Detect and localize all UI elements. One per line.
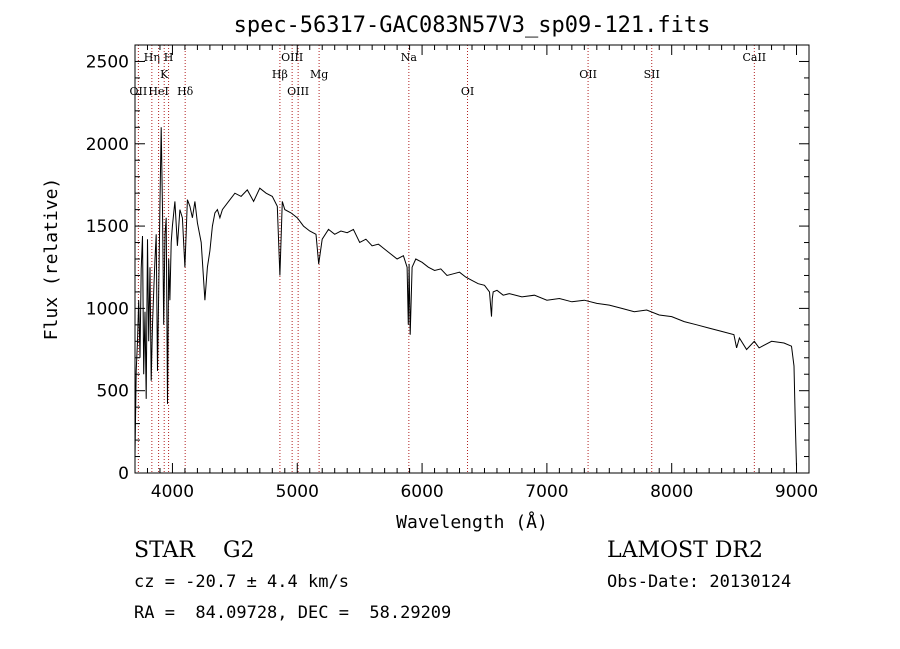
survey-name: LAMOST DR2 <box>607 538 763 563</box>
velocity-readout: cz = -20.7 ± 4.4 km/s <box>134 572 349 592</box>
spectral-line-label: OII <box>130 85 148 98</box>
coordinates-readout: RA = 84.09728, DEC = 58.29209 <box>134 603 452 623</box>
object-subclass: G2 <box>222 538 255 563</box>
spectral-line-label: OI <box>461 85 474 98</box>
y-tick-label: 1500 <box>86 217 129 237</box>
spectral-line-label: Hη <box>144 51 160 64</box>
x-tick-label: 9000 <box>775 482 818 502</box>
y-tick-label: 0 <box>118 464 129 484</box>
y-tick-label: 500 <box>97 382 129 402</box>
spectrum-series <box>134 127 797 467</box>
x-tick-label: 5000 <box>276 482 319 502</box>
y-tick-label: 1000 <box>86 299 129 319</box>
y-tick-label: 2500 <box>86 52 129 72</box>
chart-title: spec-56317-GAC083N57V3_sp09-121.fits <box>234 13 711 38</box>
spectral-line-label: H <box>164 51 174 64</box>
object-type: STAR <box>134 538 195 563</box>
object-classification: STAR G2 <box>134 538 255 563</box>
spectrum-line <box>134 127 797 467</box>
spectral-line-label: CaII <box>742 51 766 64</box>
y-tick-label: 2000 <box>86 135 129 155</box>
x-tick-label: 6000 <box>400 482 443 502</box>
observation-date: Obs-Date: 20130124 <box>607 572 792 592</box>
spectral-line-label: Na <box>401 51 418 64</box>
spectral-line-label: SII <box>644 68 660 81</box>
axis-ticks: 4000 5000 6000 7000 8000 9000 0 500 1000 1500 2000… <box>86 44 818 502</box>
spectral-line-label: OIII <box>287 85 309 98</box>
spectral-line-label: OII <box>579 68 597 81</box>
spectral-line-label: K <box>160 68 169 81</box>
x-tick-label: 7000 <box>525 482 568 502</box>
spectral-line-label: Mg <box>310 68 328 81</box>
spectral-line-label: OIII <box>281 51 303 64</box>
spectral-line-label: Hδ <box>177 85 194 98</box>
spectral-line-label: HeI <box>148 85 168 98</box>
spectral-line-label: Hβ <box>272 68 288 81</box>
x-tick-label: 8000 <box>650 482 693 502</box>
plot-frame <box>134 44 810 474</box>
x-axis-label: Wavelength (Å) <box>396 511 548 533</box>
x-tick-label: 4000 <box>151 482 194 502</box>
y-axis-label: Flux (relative) <box>41 178 62 341</box>
